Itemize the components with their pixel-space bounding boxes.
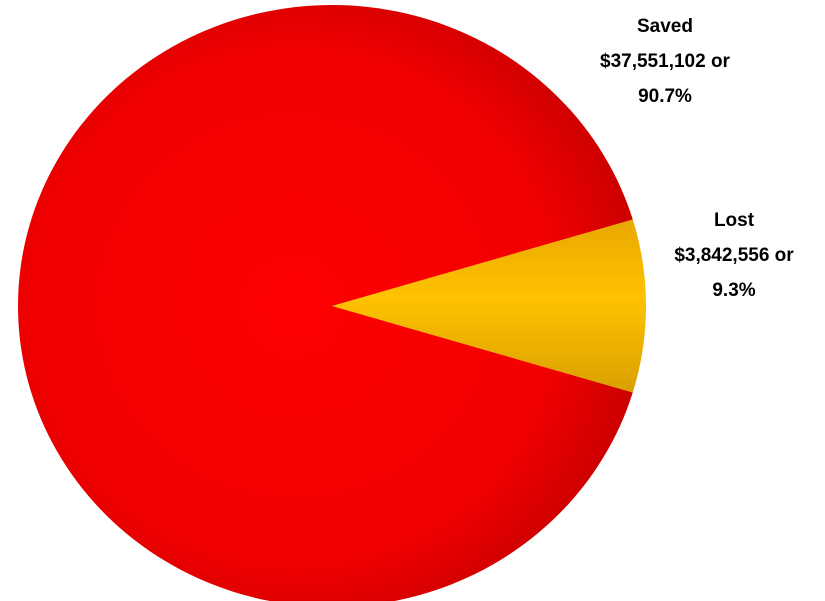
pie-slice-lost	[332, 219, 646, 393]
lost-label: Lost $3,842,556 or 9.3%	[674, 210, 794, 301]
saved-percent-label: 90.7%	[638, 86, 692, 107]
saved-name-label: Saved	[637, 16, 693, 37]
lost-name-label: Lost	[714, 210, 755, 231]
pie-slices	[17, 5, 646, 601]
pie-slice-saved	[17, 5, 633, 601]
saved-value-label: $37,551,102 or	[600, 51, 731, 72]
lost-percent-label: 9.3%	[712, 280, 755, 301]
lost-value-label: $3,842,556 or	[674, 245, 794, 266]
saved-label: Saved $37,551,102 or 90.7%	[600, 16, 731, 107]
